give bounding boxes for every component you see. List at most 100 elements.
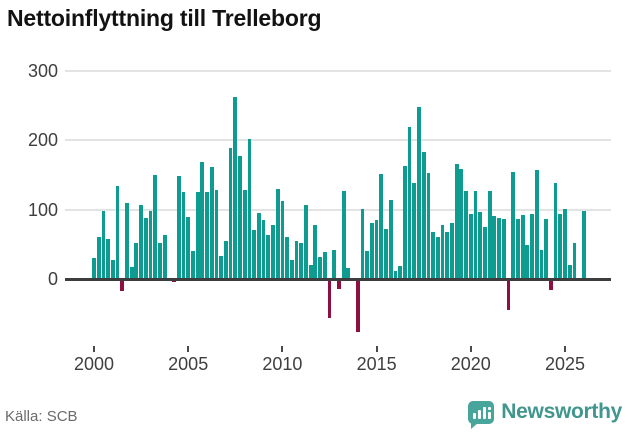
bar-positive <box>492 216 497 279</box>
bar-positive <box>384 228 388 279</box>
bar-positive <box>398 266 403 279</box>
x-axis-tick-2025 <box>564 346 566 352</box>
bar-positive <box>214 190 219 279</box>
bar-positive <box>266 234 271 279</box>
bar-positive <box>275 189 280 279</box>
bar-positive <box>417 106 421 279</box>
bar-chart-speech-bubble-icon <box>468 400 495 429</box>
x-axis-label-2015: 2015 <box>356 354 397 374</box>
bar-positive <box>360 208 365 279</box>
bar-positive <box>402 166 407 279</box>
bar-negative <box>337 281 341 289</box>
bar-positive <box>539 249 544 279</box>
y-axis-label-100: 100 <box>27 199 58 220</box>
x-axis-label-2025: 2025 <box>544 354 586 374</box>
bar-negative <box>327 281 332 318</box>
bar-positive <box>487 190 492 279</box>
bar-positive <box>322 251 327 279</box>
bar-positive <box>209 167 214 279</box>
chart-title: Nettoinflyttning till Trelleborg <box>7 5 322 31</box>
bar-positive <box>143 217 148 279</box>
y-axis-label-300: 300 <box>27 60 58 81</box>
x-axis-zero-line <box>65 278 611 281</box>
bar-positive <box>558 213 563 279</box>
bar-positive <box>544 218 549 279</box>
bar-positive <box>313 225 318 279</box>
bar-positive <box>134 242 139 279</box>
bar-positive <box>238 155 242 279</box>
bar-positive <box>191 251 195 279</box>
bar-positive <box>242 190 247 279</box>
bar-positive <box>233 96 238 279</box>
bar-positive <box>426 173 431 279</box>
bar-positive <box>247 139 252 279</box>
bar-positive <box>332 249 337 279</box>
bar-positive <box>176 176 181 279</box>
bar-positive <box>219 256 224 279</box>
bar-positive <box>431 232 436 279</box>
bar-positive <box>294 241 299 279</box>
bar-positive <box>440 225 445 279</box>
gridline-200 <box>65 139 611 141</box>
bar-positive <box>346 267 351 279</box>
bar-positive <box>110 259 115 279</box>
bar-positive <box>341 191 346 279</box>
bar-positive <box>553 183 558 279</box>
bar-positive <box>374 219 379 279</box>
bar-positive <box>525 244 530 279</box>
bar-positive <box>252 230 257 279</box>
bar-positive <box>450 222 454 279</box>
x-axis-tick-2020 <box>469 346 472 352</box>
bar-positive <box>129 267 134 279</box>
bar-positive <box>468 214 473 279</box>
bar-negative <box>120 281 125 291</box>
bar-positive <box>567 265 572 279</box>
bar-positive <box>530 214 534 279</box>
bar-positive <box>520 215 525 279</box>
bar-positive <box>454 163 459 279</box>
bar-positive <box>445 231 450 279</box>
bar-negative <box>506 281 511 311</box>
bar-positive <box>516 218 520 279</box>
bar-positive <box>106 238 111 279</box>
x-axis-tick-2010 <box>281 346 284 352</box>
bar-positive <box>369 222 374 279</box>
bar-positive <box>181 192 186 279</box>
bar-positive <box>96 237 101 279</box>
bar-positive <box>148 210 153 279</box>
bar-positive <box>92 258 96 279</box>
bar-positive <box>195 192 200 279</box>
bar-positive <box>115 185 120 279</box>
x-axis-label-2000: 2000 <box>73 354 115 374</box>
bar-positive <box>572 242 577 279</box>
bar-negative <box>355 281 360 332</box>
bar-positive <box>478 212 483 279</box>
bar-positive <box>318 257 322 279</box>
bar-positive <box>228 147 233 279</box>
bar-positive <box>464 190 468 279</box>
bar-positive <box>393 270 398 279</box>
bar-positive <box>101 210 106 279</box>
gridline-300 <box>65 69 611 72</box>
bar-positive <box>158 242 162 279</box>
gridline-100 <box>65 208 611 211</box>
bar-positive <box>534 169 539 279</box>
bar-positive <box>285 236 289 279</box>
bar-positive <box>261 219 266 279</box>
newsworthy-logo: Newsworthy <box>468 400 622 429</box>
bar-positive <box>497 217 501 279</box>
x-axis-tick-2015 <box>375 346 378 352</box>
source-caption: Källa: SCB <box>5 408 78 425</box>
bar-positive <box>407 127 412 279</box>
bar-negative <box>172 281 176 283</box>
bar-positive <box>271 225 275 279</box>
x-axis-label-2005: 2005 <box>168 354 209 374</box>
bar-positive <box>289 259 294 279</box>
bar-positive <box>308 265 313 279</box>
bar-positive <box>483 226 487 279</box>
bar-positive <box>511 171 516 279</box>
bar-positive <box>501 219 506 279</box>
bar-positive <box>581 210 586 279</box>
